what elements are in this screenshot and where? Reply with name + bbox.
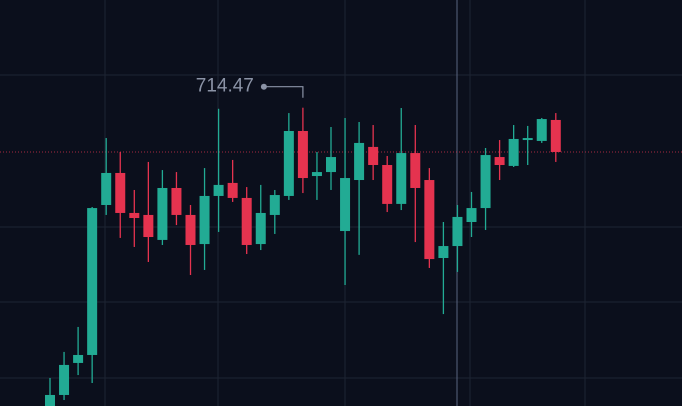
candle-body bbox=[101, 172, 112, 205]
candle-body bbox=[45, 394, 55, 406]
candle-body bbox=[143, 214, 154, 238]
candle-body bbox=[311, 172, 322, 177]
candle-body bbox=[87, 208, 98, 355]
candle-body bbox=[494, 157, 505, 166]
candle-body bbox=[480, 155, 491, 209]
candle-body bbox=[213, 184, 224, 196]
candle-body bbox=[199, 195, 210, 245]
candle-body bbox=[452, 216, 463, 247]
candle-body bbox=[255, 212, 266, 245]
annotation: 714.47 bbox=[196, 76, 304, 98]
candle-body bbox=[157, 187, 168, 240]
candle-body bbox=[340, 178, 351, 232]
candle-body bbox=[466, 208, 477, 222]
candle-body bbox=[227, 182, 238, 198]
candle-body bbox=[522, 138, 533, 141]
candle-body bbox=[382, 165, 393, 204]
candle-body bbox=[283, 130, 294, 196]
candle-body bbox=[269, 195, 280, 215]
candle-body bbox=[396, 153, 407, 204]
candle-body bbox=[424, 180, 435, 260]
candle-body bbox=[171, 187, 182, 215]
annotation-connector bbox=[263, 86, 304, 98]
candle-body bbox=[73, 354, 84, 363]
candle-body bbox=[368, 146, 379, 166]
candle-body bbox=[550, 119, 561, 152]
candle-body bbox=[410, 153, 421, 188]
candle-body bbox=[354, 142, 365, 181]
candle-body bbox=[536, 119, 547, 141]
candle-body bbox=[115, 172, 126, 213]
candle-body bbox=[59, 364, 70, 395]
candle-body bbox=[129, 212, 140, 219]
candles bbox=[45, 107, 561, 406]
candle-body bbox=[185, 214, 196, 245]
annotation-dot bbox=[260, 83, 267, 90]
candle-body bbox=[508, 138, 519, 166]
candle-body bbox=[438, 246, 449, 259]
candle-body bbox=[326, 157, 336, 173]
candle-body bbox=[297, 130, 308, 179]
annotation-label: 714.47 bbox=[196, 76, 254, 97]
candle-body bbox=[241, 197, 252, 245]
